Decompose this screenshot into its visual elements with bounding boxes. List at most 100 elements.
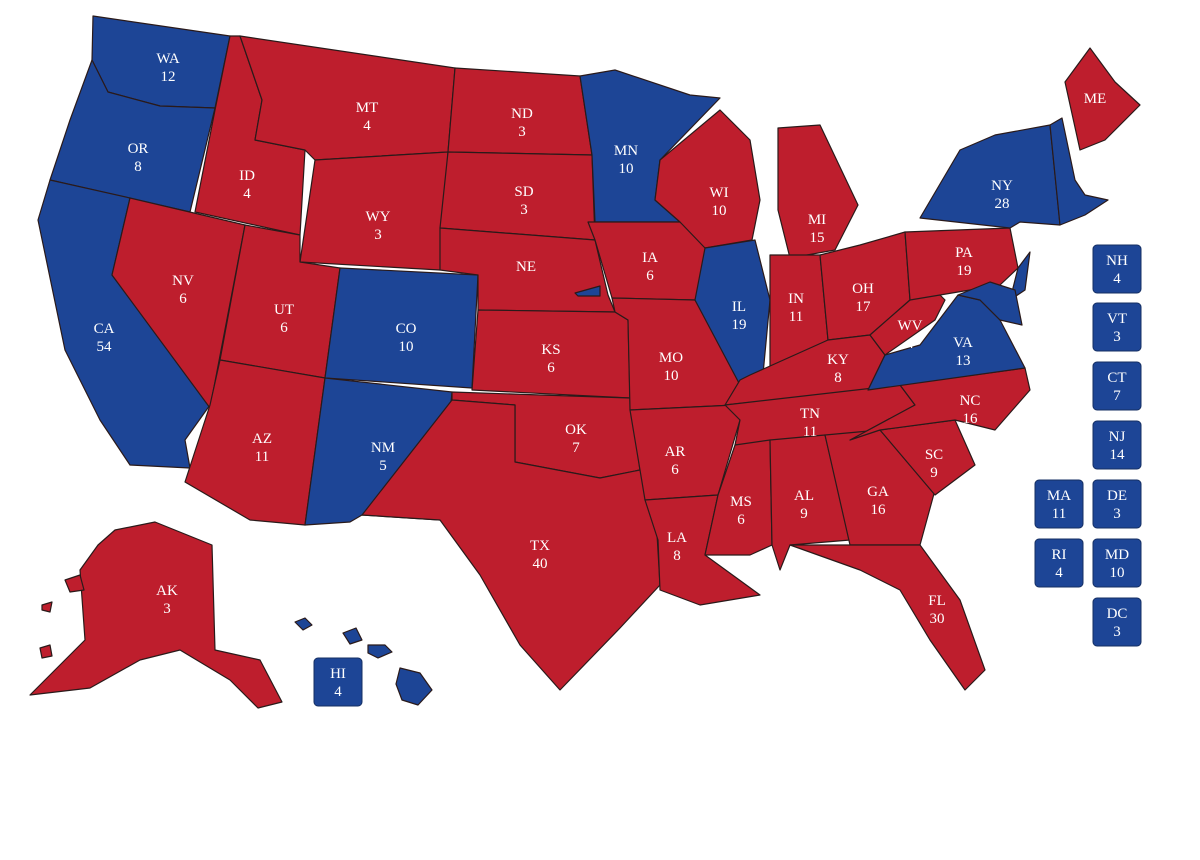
state-abbr: CO [396, 321, 417, 337]
state-label-mn: MN 10 [614, 143, 638, 177]
state-label-fl: FL 30 [928, 593, 946, 627]
state-abbr: MN [614, 143, 638, 159]
state-mi[interactable] [777, 124, 859, 259]
small-state-box-nh[interactable]: NH 4 [1092, 244, 1142, 294]
state-abbr: WV [898, 318, 923, 334]
state-label-ne: NE [516, 259, 536, 275]
state-label-tx: TX 40 [530, 538, 550, 572]
small-state-boxes: HI 4 NH 4 VT 3 CT 7 NJ 14 MA 11 DE 3 RI 4 MD 10 DC 3 [313, 244, 1142, 707]
state-electoral-votes: 8 [134, 159, 142, 175]
state-electoral-votes: 6 [179, 291, 187, 307]
state-mt[interactable] [239, 35, 456, 161]
box-background [1034, 538, 1084, 588]
state-labels: WA 12 OR 8 CA 54 ID 4 NV 6 MT 4 WY 3 UT 6 AZ 11 CO 10 NM 5 ND 3… [94, 51, 1107, 627]
state-electoral-votes: 30 [930, 611, 945, 627]
state-abbr: MS [730, 494, 752, 510]
box-background [1092, 597, 1142, 647]
box-background [313, 657, 363, 707]
state-abbr: OR [128, 141, 149, 157]
state-electoral-votes: 17 [856, 299, 872, 315]
state-electoral-votes: 3 [518, 124, 526, 140]
box-background [1092, 244, 1142, 294]
box-background [1092, 479, 1142, 529]
state-abbr: KS [541, 342, 560, 358]
state-abbr: WI [709, 185, 728, 201]
box-electoral-votes: 10 [1110, 565, 1125, 581]
state-electoral-votes: 10 [619, 161, 634, 177]
small-state-box-de[interactable]: DE 3 [1092, 479, 1142, 529]
state-electoral-votes: 10 [664, 368, 679, 384]
state-tx[interactable] [361, 399, 661, 691]
state-electoral-votes: 6 [646, 268, 654, 284]
state-label-co: CO 10 [396, 321, 417, 355]
state-ny[interactable] [919, 124, 1061, 229]
state-label-in: IN 11 [788, 291, 804, 325]
state-abbr: TX [530, 538, 550, 554]
state-electoral-votes: 13 [956, 353, 971, 369]
small-state-box-ma[interactable]: MA 11 [1034, 479, 1084, 529]
state-label-nv: NV 6 [172, 273, 194, 307]
state-electoral-votes: 15 [810, 230, 825, 246]
state-abbr: VA [953, 335, 973, 351]
islands [39, 117, 1109, 706]
small-state-box-ri[interactable]: RI 4 [1034, 538, 1084, 588]
box-abbr: MD [1105, 547, 1129, 563]
state-abbr: AL [794, 488, 814, 504]
box-electoral-votes: 4 [1055, 565, 1063, 581]
state-abbr: AR [665, 444, 686, 460]
state-ak[interactable] [29, 521, 283, 709]
box-abbr: RI [1052, 547, 1067, 563]
state-fl[interactable] [789, 544, 986, 691]
state-abbr: UT [274, 302, 294, 318]
island [342, 627, 363, 645]
state-abbr: MI [808, 212, 826, 228]
state-label-sd: SD 3 [514, 184, 533, 218]
state-electoral-votes: 11 [803, 424, 817, 440]
box-background [1092, 420, 1142, 470]
island [64, 574, 85, 593]
state-label-tn: TN 11 [800, 406, 820, 440]
state-label-nd: ND 3 [511, 106, 533, 140]
island [294, 617, 313, 631]
island [39, 644, 53, 659]
small-state-box-vt[interactable]: VT 3 [1092, 302, 1142, 352]
state-label-ky: KY 8 [827, 352, 849, 386]
box-label: RI 4 [1052, 547, 1067, 581]
state-abbr: ND [511, 106, 533, 122]
state-abbr: IA [642, 250, 658, 266]
state-electoral-votes: 11 [255, 449, 269, 465]
state-label-al: AL 9 [794, 488, 814, 522]
small-state-box-ct[interactable]: CT 7 [1092, 361, 1142, 411]
island [367, 644, 393, 659]
state-me[interactable] [1064, 47, 1141, 151]
state-electoral-votes: 6 [671, 462, 679, 478]
small-state-box-hi[interactable]: HI 4 [313, 657, 363, 707]
state-abbr: WA [156, 51, 179, 67]
state-label-pa: PA 19 [955, 245, 973, 279]
box-background [1034, 479, 1084, 529]
state-label-ny: NY 28 [991, 178, 1013, 212]
box-electoral-votes: 3 [1113, 329, 1121, 345]
state-electoral-votes: 9 [930, 465, 938, 481]
box-abbr: NH [1106, 253, 1128, 269]
state-nc[interactable] [849, 367, 1031, 441]
state-abbr: OK [565, 422, 587, 438]
state-abbr: FL [928, 593, 946, 609]
state-label-wi: WI 10 [709, 185, 728, 219]
state-or[interactable] [49, 59, 216, 213]
state-abbr: ME [1084, 91, 1107, 107]
state-shapes [29, 15, 1141, 709]
state-label-ok: OK 7 [565, 422, 587, 456]
state-electoral-votes: 7 [572, 440, 580, 456]
box-abbr: HI [330, 666, 346, 682]
state-abbr: NC [960, 393, 981, 409]
box-abbr: MA [1047, 488, 1071, 504]
box-abbr: DE [1107, 488, 1127, 504]
small-state-box-md[interactable]: MD 10 [1092, 538, 1142, 588]
state-abbr: KY [827, 352, 849, 368]
state-abbr: WY [366, 209, 391, 225]
small-state-box-dc[interactable]: DC 3 [1092, 597, 1142, 647]
small-state-box-nj[interactable]: NJ 14 [1092, 420, 1142, 470]
state-label-wa: WA 12 [156, 51, 179, 85]
state-label-ak: AK 3 [156, 583, 178, 617]
